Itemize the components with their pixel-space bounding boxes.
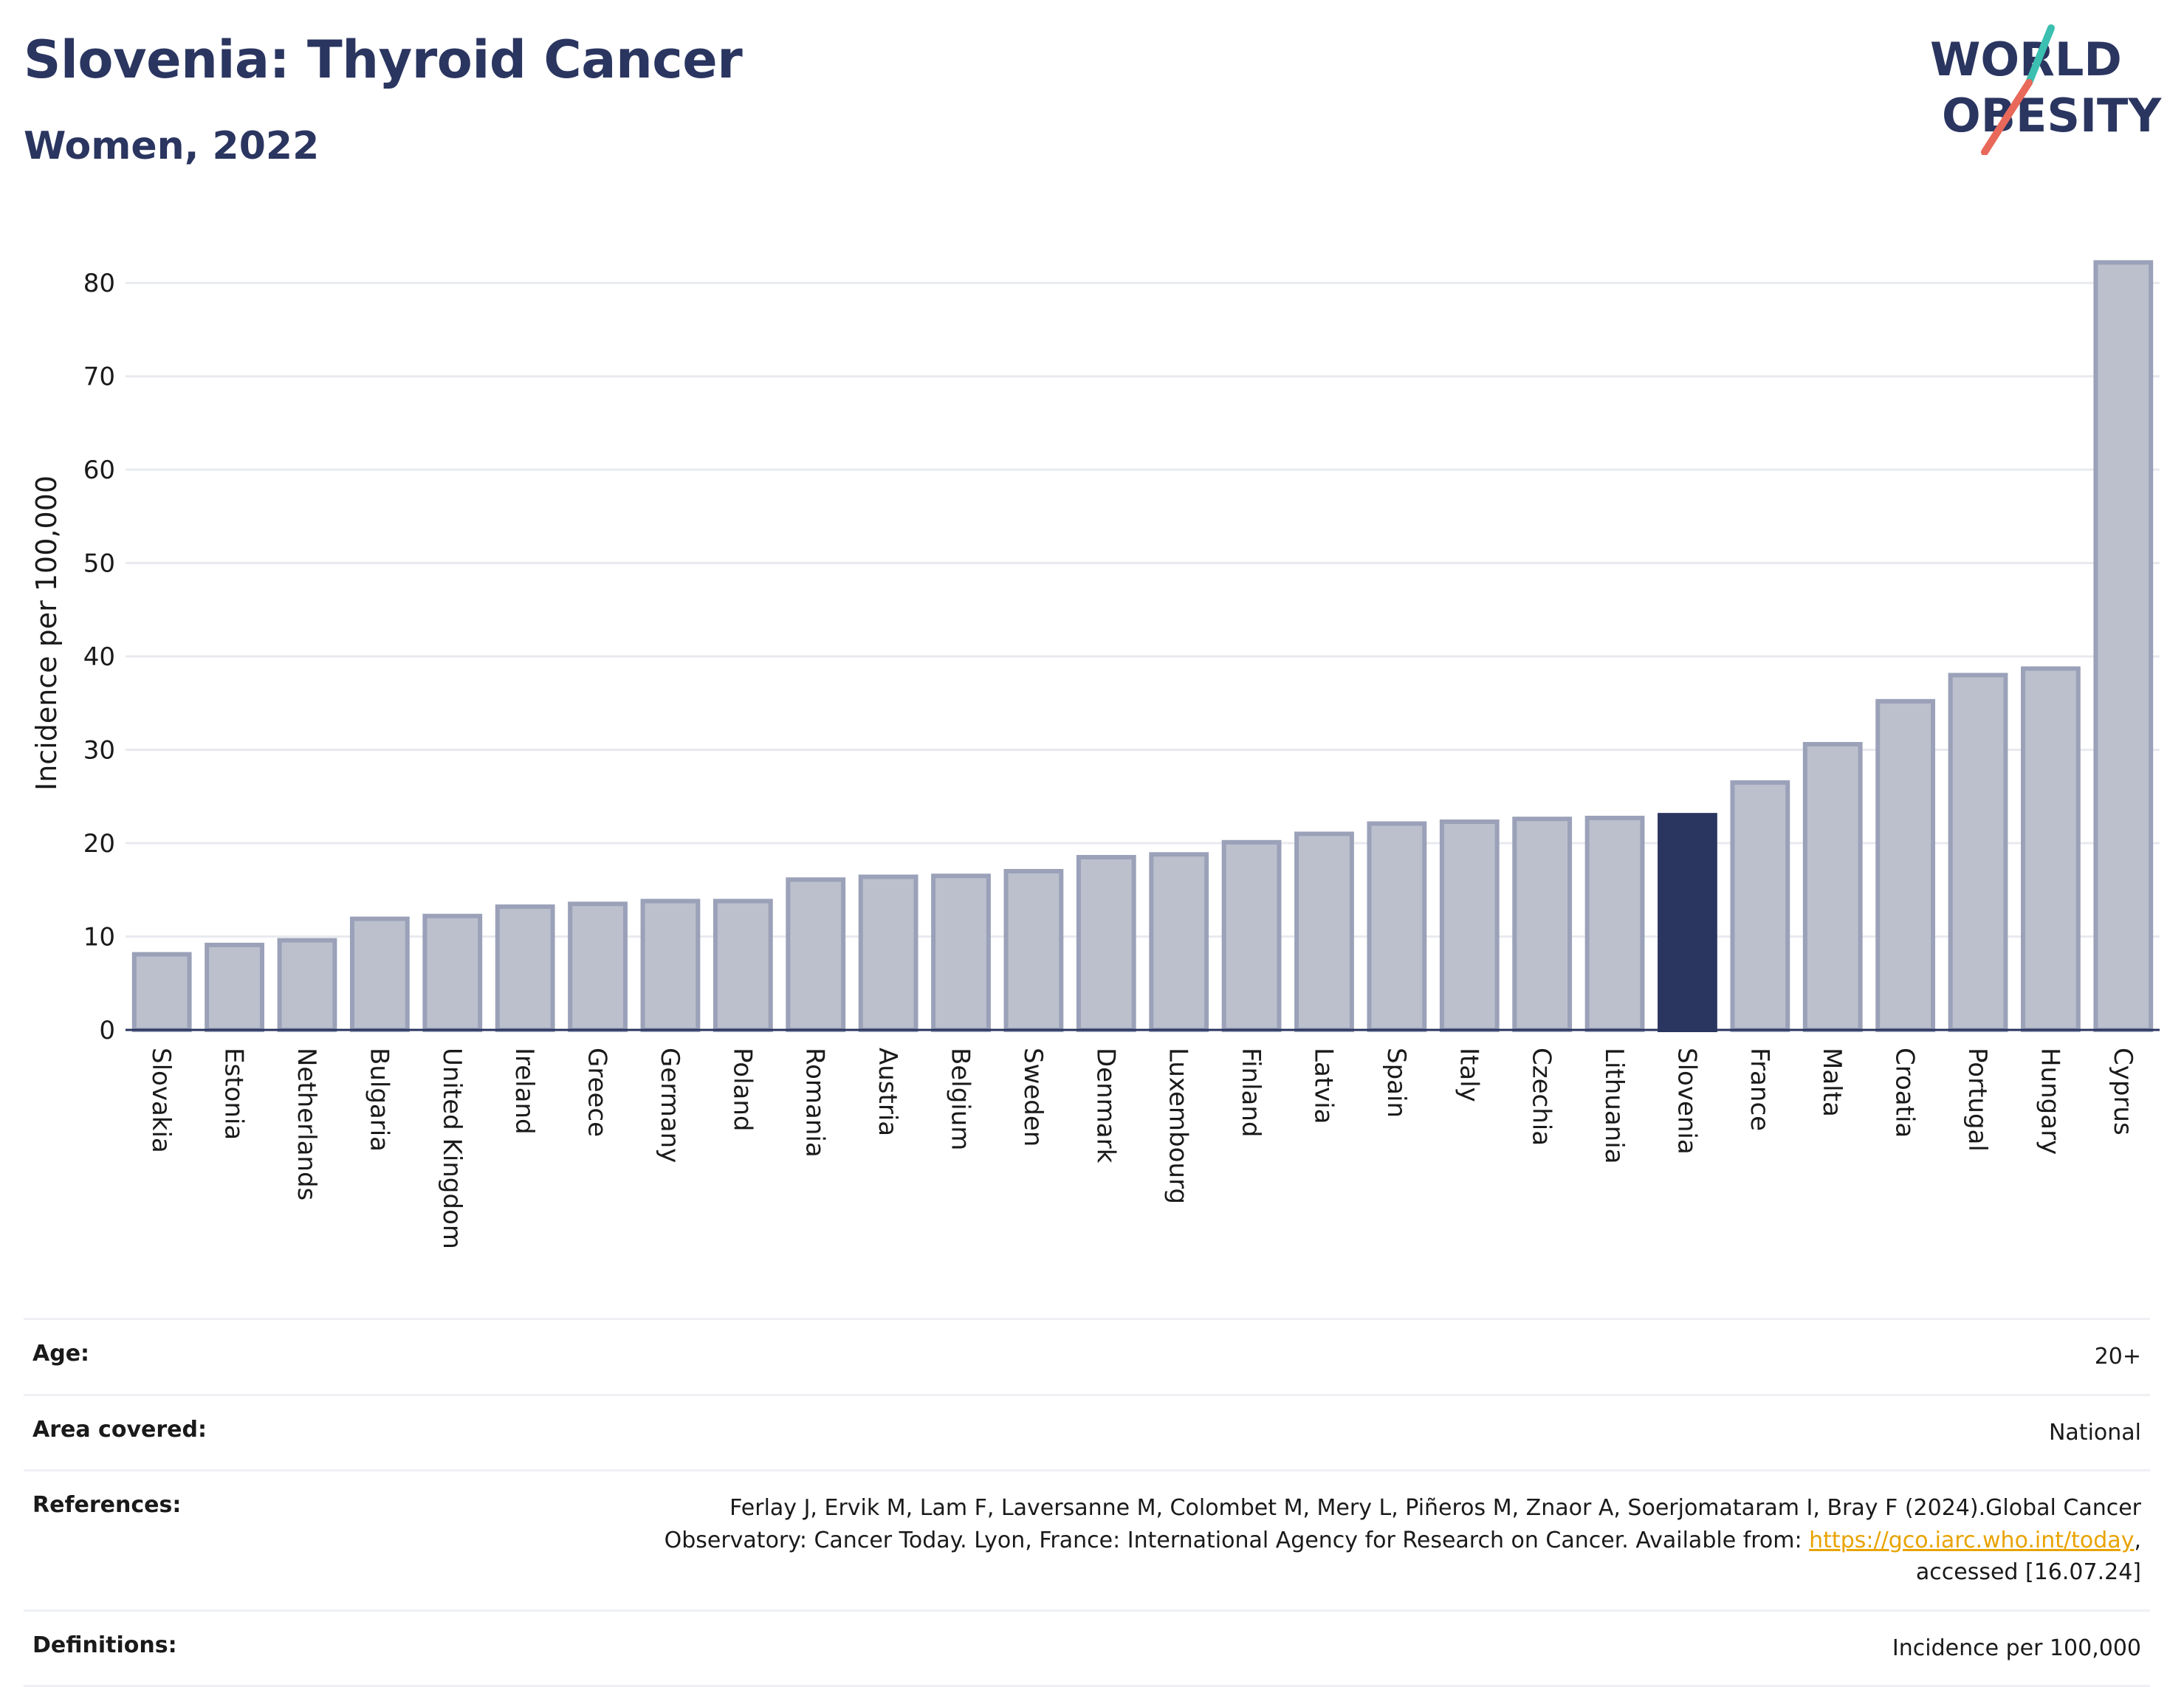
x-tick-label: Ireland <box>509 1048 539 1135</box>
info-row-age: Age: 20+ <box>24 1318 2150 1395</box>
x-tick-label: Lithuania <box>1599 1048 1629 1164</box>
bar-greece <box>568 901 628 1032</box>
area-label: Area covered: <box>24 1393 322 1471</box>
y-tick-label: 40 <box>83 642 115 672</box>
y-tick-label: 80 <box>83 269 115 298</box>
bar-estonia <box>205 942 264 1032</box>
references-value: Ferlay J, Ervik M, Lam F, Laversanne M, … <box>322 1469 2150 1610</box>
age-label: Age: <box>24 1318 322 1395</box>
x-tick-label: Austria <box>873 1048 902 1136</box>
bar-austria <box>858 874 918 1033</box>
info-row-area: Area covered: National <box>24 1393 2150 1471</box>
bar-slovenia <box>1658 813 1717 1033</box>
chart-title: Slovenia: Thyroid Cancer <box>24 30 743 90</box>
references-line-1: Ferlay J, Ervik M, Lam F, Laversanne M, … <box>729 1495 2141 1521</box>
y-axis-title: Incidence per 100,000 <box>30 475 63 791</box>
bar-denmark <box>1076 855 1136 1032</box>
logo-slash-red <box>1981 79 2033 156</box>
x-tick-label: Bulgaria <box>364 1048 394 1152</box>
bar-chart-svg: 0 10 20 30 40 50 60 70 80 Slovakia Estonia Netherl… <box>30 260 2160 1249</box>
x-tick-label: Germany <box>655 1048 684 1163</box>
bar-poland <box>712 899 773 1032</box>
x-tick-label: Greece <box>583 1048 612 1137</box>
x-tick-label: Latvia <box>1308 1048 1338 1124</box>
x-tick-label: Netherlands <box>292 1048 321 1200</box>
bar-lithuania <box>1584 815 1645 1032</box>
x-tick-label: Malta <box>1817 1048 1847 1117</box>
age-value: 20+ <box>322 1318 2150 1395</box>
y-axis-ticks: 0 10 20 30 40 50 60 70 80 <box>83 269 115 1045</box>
x-tick-label: France <box>1745 1048 1774 1131</box>
bar-cyprus <box>2093 260 2154 1033</box>
x-tick-label: Finland <box>1236 1048 1266 1138</box>
y-tick-label: 50 <box>83 549 115 579</box>
x-tick-label: Romania <box>800 1048 830 1158</box>
x-tick-label: Croatia <box>1890 1048 1920 1138</box>
logo-slash-teal <box>2025 24 2055 86</box>
world-obesity-logo: WORLD OBESITY <box>1920 22 2171 156</box>
info-row-references: References: Ferlay J, Ervik M, Lam F, La… <box>24 1469 2150 1610</box>
x-axis-ticks: Slovakia Estonia Netherlands Bulgaria United… <box>146 1048 2137 1249</box>
y-tick-label: 30 <box>83 736 115 766</box>
bar-germany <box>640 899 701 1032</box>
definitions-label: Definitions: <box>24 1609 322 1687</box>
x-tick-label: Poland <box>727 1048 757 1132</box>
logo-line-1: WORLD <box>1930 32 2122 86</box>
bar-czechia <box>1512 817 1573 1032</box>
x-tick-label: Estonia <box>219 1048 249 1140</box>
y-tick-label: 20 <box>83 829 115 859</box>
bar-sweden <box>1003 869 1064 1032</box>
area-value: National <box>322 1393 2150 1471</box>
definitions-value: Incidence per 100,000 <box>322 1609 2150 1687</box>
x-tick-label: Sweden <box>1018 1048 1048 1147</box>
bar-portugal <box>1948 673 2008 1032</box>
x-tick-label: Portugal <box>1962 1048 1992 1152</box>
bar-netherlands <box>277 938 337 1033</box>
bar-latvia <box>1294 831 1354 1032</box>
bar-spain <box>1367 821 1427 1032</box>
bar-italy <box>1439 819 1500 1032</box>
bar-romania <box>786 877 846 1032</box>
bars <box>131 260 2154 1033</box>
references-label: References: <box>24 1469 322 1610</box>
x-tick-label: Czechia <box>1527 1048 1556 1146</box>
bar-united-kingdom <box>422 913 483 1032</box>
metadata-table: Age: 20+ Area covered: National Referenc… <box>24 1318 2150 1687</box>
bar-chart: 0 10 20 30 40 50 60 70 80 Slovakia Estonia Netherl… <box>0 192 2184 1299</box>
bar-ireland <box>495 904 555 1033</box>
bar-bulgaria <box>349 916 410 1032</box>
bar-croatia <box>1875 698 1936 1033</box>
references-link[interactable]: https://gco.iarc.who.int/today <box>1809 1527 2135 1553</box>
y-tick-label: 0 <box>99 1016 115 1045</box>
info-row-definitions: Definitions: Incidence per 100,000 <box>24 1609 2150 1687</box>
x-tick-label: Spain <box>1381 1048 1411 1118</box>
references-line-2: Observatory: Cancer Today. Lyon, France:… <box>664 1527 1810 1553</box>
references-line-2-end: , <box>2134 1527 2141 1553</box>
bar-belgium <box>931 873 991 1033</box>
bar-slovakia <box>131 952 192 1033</box>
x-tick-label: Slovenia <box>1672 1048 1701 1155</box>
x-tick-label: Italy <box>1454 1048 1483 1102</box>
x-tick-label: Slovakia <box>146 1048 176 1153</box>
y-tick-label: 60 <box>83 456 115 485</box>
logo-line-2: OBESITY <box>1942 89 2162 142</box>
bar-hungary <box>2021 666 2081 1032</box>
x-tick-label: Hungary <box>2035 1048 2064 1155</box>
world-obesity-logo-graphic: WORLD OBESITY <box>1930 24 2162 156</box>
bar-finland <box>1221 839 1282 1033</box>
references-line-3: accessed [16.07.24] <box>1915 1559 2141 1585</box>
y-tick-label: 70 <box>83 363 115 392</box>
x-tick-label: United Kingdom <box>437 1048 467 1249</box>
bar-malta <box>1802 742 1863 1032</box>
chart-subtitle: Women, 2022 <box>24 124 320 168</box>
x-tick-label: Denmark <box>1091 1048 1120 1164</box>
x-tick-label: Luxembourg <box>1164 1048 1193 1204</box>
y-tick-label: 10 <box>83 923 115 952</box>
bar-luxembourg <box>1149 852 1209 1032</box>
x-tick-label: Belgium <box>946 1048 975 1150</box>
bar-france <box>1730 780 1790 1033</box>
x-tick-label: Cyprus <box>2108 1048 2137 1135</box>
